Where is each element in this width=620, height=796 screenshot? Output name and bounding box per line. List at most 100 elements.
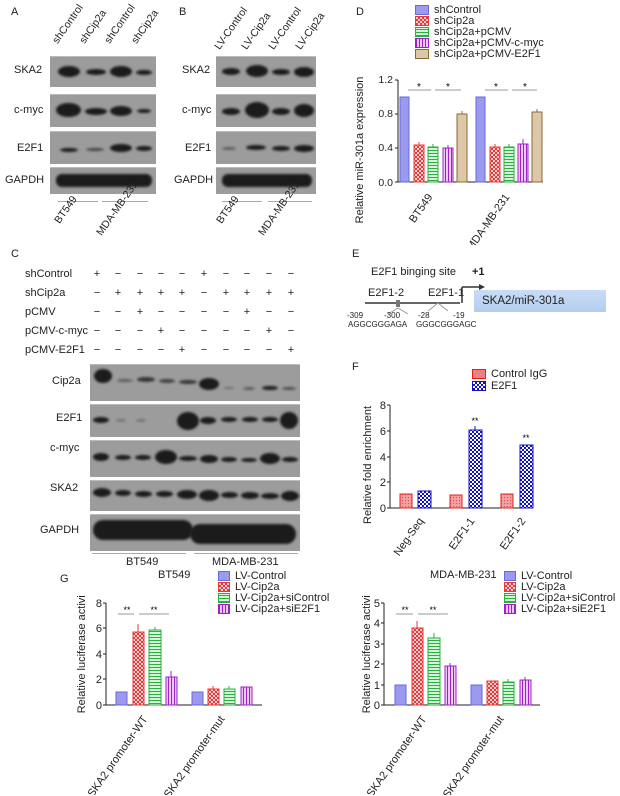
y-tick: 0	[380, 503, 386, 515]
legend-label: LV-Cip2a+siControl	[235, 591, 330, 604]
row-label: c-myc	[182, 104, 212, 116]
western-blot-gapdh	[90, 514, 300, 551]
panel-b-letter: B	[179, 6, 187, 18]
legend-label: LV-Cip2a+siE2F1	[235, 602, 321, 615]
chart-g-left-plot: Relative luciferase activity 0 2 4 6 8 *…	[76, 595, 262, 795]
legend-swatch	[218, 581, 230, 592]
significance-mark: *	[417, 82, 421, 93]
site-label: E2F1-1	[428, 287, 465, 299]
site-end: -300	[384, 311, 401, 320]
site-end: -19	[453, 311, 465, 320]
row-label: c-myc	[14, 104, 44, 116]
binding-site-title: E2F1 binging site	[371, 266, 456, 278]
legend-item: Control IgG	[472, 368, 547, 380]
x-tick-label: Neg-Seq	[392, 516, 427, 558]
condition-label: pCMV	[25, 306, 56, 318]
row-label: SKA2	[50, 482, 79, 494]
y-tick: 0	[374, 700, 380, 712]
legend-swatch	[218, 603, 230, 614]
western-blot-ska2	[50, 56, 156, 87]
group-line	[268, 201, 312, 202]
legend-item: LV-Cip2a	[504, 580, 615, 593]
legend-item: LV-Control	[504, 570, 615, 582]
legend-item: LV-Control	[218, 569, 329, 582]
panel-e-letter: E	[352, 248, 360, 260]
site-marker	[396, 300, 400, 307]
legend-label: shCip2a	[434, 14, 475, 27]
panel-f-letter: F	[352, 361, 359, 373]
significance-mark: *	[523, 82, 527, 93]
group-line	[194, 553, 298, 554]
legend-item: shCip2a+pCMV	[415, 26, 544, 38]
legend-label: LV-Cip2a	[235, 580, 280, 593]
legend-swatch	[218, 570, 230, 581]
legend-item: shCip2a+pCMV-c-myc	[415, 37, 544, 49]
legend-swatch	[415, 48, 429, 59]
condition-row: − − − + − − − − + −	[93, 325, 295, 337]
legend-label: LV-Control	[235, 569, 287, 582]
y-axis-label: Relative luciferase activity	[361, 595, 373, 713]
legend-item: LV-Cip2a+siE2F1	[218, 602, 329, 615]
chart-f-plot: Relative fold enrichment 0 2 4 6 8 ** **…	[362, 400, 534, 558]
condition-row: + − − − − + − − − −	[93, 268, 295, 280]
western-blot-gapdh	[50, 167, 156, 194]
legend-swatch	[504, 603, 516, 614]
legend-item: LV-Cip2a+siControl	[218, 591, 330, 604]
western-blot-ska2	[216, 56, 316, 87]
condition-label: pCMV-E2F1	[25, 344, 85, 356]
legend-swatch	[504, 592, 516, 603]
legend-swatch	[415, 15, 429, 26]
chart-title: BT549	[158, 569, 191, 581]
group-line	[222, 201, 262, 202]
significance-mark: **	[429, 605, 437, 615]
y-tick: 0	[96, 700, 102, 712]
y-tick: 1	[374, 680, 380, 692]
y-tick: 6	[96, 623, 102, 635]
y-tick: 5	[374, 598, 380, 610]
cell-line-label: MDA-MB-231	[212, 556, 279, 568]
row-label: E2F1	[56, 412, 83, 424]
chart-legend: Control IgG E2F1	[472, 368, 547, 392]
group-line	[102, 201, 148, 202]
chart-title: MDA-MB-231	[430, 569, 497, 581]
significance-mark: **	[522, 433, 530, 443]
western-blot-cmyc	[216, 94, 316, 127]
treatment-matrix: shControl shCip2a pCMV pCMV-c-myc pCMV-E…	[0, 268, 320, 368]
y-axis-label: Relative miR-301a expression	[355, 77, 366, 224]
western-blot-e2f1	[50, 131, 156, 164]
condition-label: shControl	[25, 268, 73, 280]
western-blot-cmyc	[90, 440, 300, 477]
y-axis-label: Relative luciferase activity	[76, 595, 88, 713]
y-tick: 4	[380, 452, 386, 464]
legend-label: LV-Cip2a	[521, 580, 566, 593]
legend-swatch	[415, 37, 429, 48]
x-tick-label: SKA2 promoter-WT	[86, 714, 151, 795]
legend-label: Control IgG	[491, 368, 548, 380]
chart-legend: LV-Control LV-Cip2a LV-Cip2a+siControl L…	[504, 570, 615, 615]
cell-line-label: BT549	[126, 556, 159, 568]
y-axis-label: Relative fold enrichment	[362, 406, 374, 524]
x-tick-label: SKA2 promoter-mut	[162, 714, 228, 795]
group-line	[58, 201, 98, 202]
western-blot-e2f1	[216, 131, 316, 164]
group-line	[92, 553, 186, 554]
cell-line-label: BT549	[52, 193, 80, 226]
row-label: GAPDH	[5, 174, 45, 186]
y-tick: 2	[374, 659, 380, 671]
legend-item: shControl	[415, 3, 544, 16]
condition-row: − + + + + − + + + +	[93, 287, 295, 299]
site-start: -28	[418, 311, 430, 320]
panel-g-letter: G	[60, 573, 69, 585]
legend-swatch	[415, 26, 429, 37]
y-tick: 8	[380, 400, 386, 412]
tss-arrow-icon	[461, 284, 485, 303]
row-label: E2F1	[185, 142, 212, 154]
legend-label: shControl	[434, 3, 482, 16]
site-sequence: GGGCGGGAGC	[416, 320, 477, 329]
condition-row: − − + − − − − + − −	[93, 306, 295, 318]
legend-item: shCip2a+pCMV-E2F1	[415, 48, 544, 60]
row-label: E2F1	[17, 142, 44, 154]
western-blot-cmyc	[50, 94, 156, 127]
chart-legend: LV-Control LV-Cip2a LV-Cip2a+siControl L…	[218, 569, 330, 615]
promoter-diagram	[365, 300, 460, 315]
